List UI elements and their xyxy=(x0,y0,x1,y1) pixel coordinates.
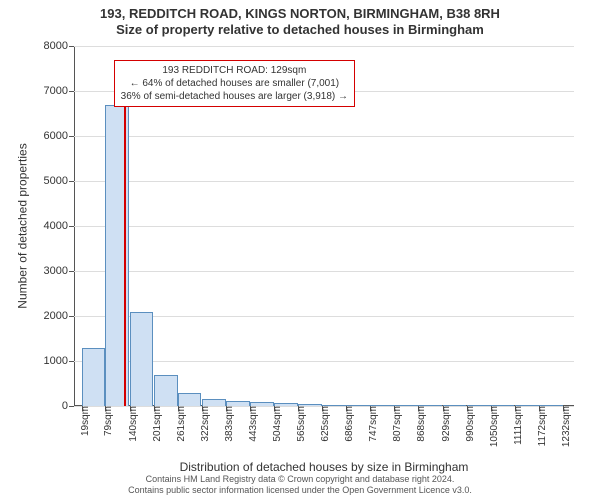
x-tick-label: 990sqm xyxy=(459,406,476,442)
y-tick-mark xyxy=(69,271,74,272)
gridline xyxy=(74,226,574,227)
x-tick-label: 19sqm xyxy=(74,406,91,436)
histogram-bar xyxy=(82,348,106,407)
x-tick-label: 1111sqm xyxy=(507,406,524,445)
x-tick-label: 261sqm xyxy=(170,406,187,442)
x-tick-label: 140sqm xyxy=(122,406,139,442)
histogram-bar xyxy=(202,399,226,406)
annotation-callout: 193 REDDITCH ROAD: 129sqm← 64% of detach… xyxy=(114,60,355,107)
x-axis-title-text: Distribution of detached houses by size … xyxy=(180,460,469,474)
gridline xyxy=(74,271,574,272)
y-tick-mark xyxy=(69,226,74,227)
y-tick-mark xyxy=(69,46,74,47)
x-tick-label: 565sqm xyxy=(290,406,307,442)
gridline xyxy=(74,181,574,182)
chart-title-line1: 193, REDDITCH ROAD, KINGS NORTON, BIRMIN… xyxy=(0,6,600,22)
y-tick-mark xyxy=(69,361,74,362)
y-tick-label: 5000 xyxy=(44,175,68,187)
x-tick-label: 929sqm xyxy=(435,406,452,442)
x-axis-title: Distribution of detached houses by size … xyxy=(74,460,574,474)
plot: 01000200030004000500060007000800019sqm79… xyxy=(74,46,574,406)
x-tick-label: 807sqm xyxy=(386,406,403,442)
x-tick-label: 1232sqm xyxy=(555,406,572,447)
y-tick-label: 0 xyxy=(62,400,68,412)
histogram-bar xyxy=(178,393,202,406)
x-tick-label: 79sqm xyxy=(97,406,114,436)
x-tick-label: 443sqm xyxy=(242,406,259,442)
annotation-line3: 36% of semi-detached houses are larger (… xyxy=(121,90,348,103)
x-tick-label: 201sqm xyxy=(146,406,163,442)
y-tick-label: 7000 xyxy=(44,85,68,97)
y-tick-label: 6000 xyxy=(44,130,68,142)
x-tick-label: 383sqm xyxy=(218,406,235,442)
y-tick-mark xyxy=(69,181,74,182)
y-tick-label: 2000 xyxy=(44,310,68,322)
annotation-line2: ← 64% of detached houses are smaller (7,… xyxy=(121,77,348,90)
chart-title-line2: Size of property relative to detached ho… xyxy=(0,22,600,38)
chart-container: 193, REDDITCH ROAD, KINGS NORTON, BIRMIN… xyxy=(0,0,600,500)
y-tick-label: 1000 xyxy=(44,355,68,367)
footer-line2: Contains public sector information licen… xyxy=(0,485,600,496)
histogram-bar xyxy=(154,375,178,406)
chart-footer: Contains HM Land Registry data © Crown c… xyxy=(0,474,600,497)
y-axis-title: Number of detached properties xyxy=(16,46,30,406)
y-tick-mark xyxy=(69,91,74,92)
y-tick-label: 8000 xyxy=(44,40,68,52)
x-tick-label: 747sqm xyxy=(362,406,379,442)
x-tick-label: 1050sqm xyxy=(483,406,500,447)
x-tick-label: 1172sqm xyxy=(531,406,548,446)
x-tick-label: 504sqm xyxy=(266,406,283,442)
y-tick-mark xyxy=(69,316,74,317)
chart-title-block: 193, REDDITCH ROAD, KINGS NORTON, BIRMIN… xyxy=(0,0,600,39)
plot-area: 01000200030004000500060007000800019sqm79… xyxy=(74,46,574,406)
y-tick-label: 3000 xyxy=(44,265,68,277)
x-tick-label: 322sqm xyxy=(194,406,211,442)
gridline xyxy=(74,136,574,137)
x-tick-label: 625sqm xyxy=(314,406,331,442)
y-axis-title-text: Number of detached properties xyxy=(16,143,30,308)
gridline xyxy=(74,46,574,47)
histogram-bar xyxy=(130,312,154,407)
x-tick-label: 686sqm xyxy=(338,406,355,442)
annotation-line1: 193 REDDITCH ROAD: 129sqm xyxy=(121,64,348,77)
footer-line1: Contains HM Land Registry data © Crown c… xyxy=(0,474,600,485)
y-tick-label: 4000 xyxy=(44,220,68,232)
x-tick-label: 868sqm xyxy=(410,406,427,442)
y-tick-mark xyxy=(69,136,74,137)
property-marker-line xyxy=(124,73,126,406)
